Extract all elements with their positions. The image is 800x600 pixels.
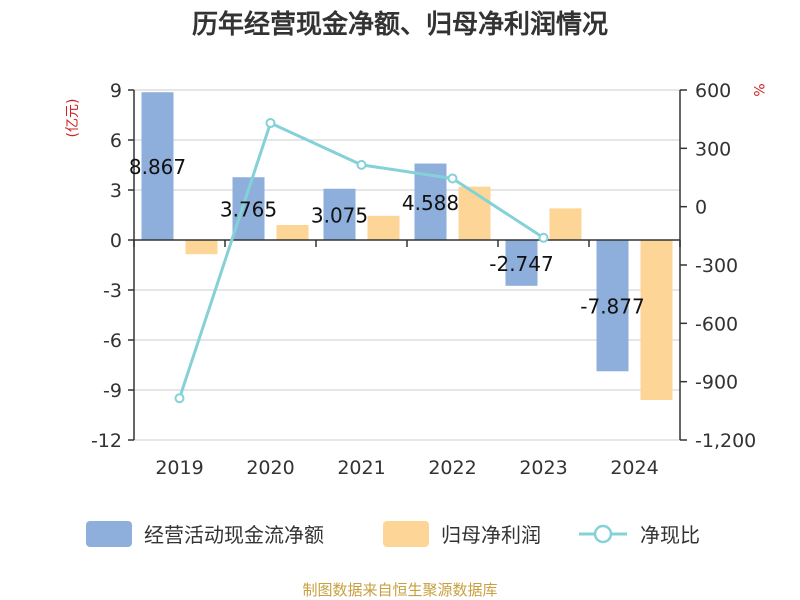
bar-profit: [549, 208, 582, 240]
ratio-point: [447, 173, 458, 184]
legend-swatch-profit: [383, 521, 429, 547]
data-label-cashflow: 8.867: [129, 155, 186, 179]
chart-title: 历年经营现金净额、归母净利润情况: [192, 9, 608, 40]
data-label-cashflow: -2.747: [489, 252, 553, 276]
left-tick-label: -12: [91, 430, 122, 452]
x-tick-label: 2024: [610, 457, 658, 479]
bar-profit: [276, 225, 309, 240]
bar-cashflow: [505, 240, 538, 286]
right-tick-label: -1,200: [695, 430, 756, 452]
bar-profit: [640, 240, 673, 400]
data-source: 制图数据来自恒生聚源数据库: [302, 581, 497, 599]
x-axis-ticks: 2019 2020 2021 2022 2023 2024: [155, 457, 658, 479]
right-axis-ticks: 600 300 0 -300 -600 -900 -1,200: [680, 80, 756, 452]
bar-profit: [458, 186, 491, 240]
left-tick-label: 0: [110, 230, 122, 252]
right-axis-unit: %: [750, 83, 766, 96]
ratio-point: [265, 118, 276, 129]
right-tick-label: -600: [695, 313, 738, 335]
ratio-point: [538, 232, 549, 243]
left-axis-ticks: 9 6 3 0 -3 -6 -9 -12: [91, 80, 134, 452]
left-tick-label: 9: [110, 80, 122, 102]
x-tick-label: 2021: [337, 457, 385, 479]
data-labels: 8.867 3.765 3.075 4.588 -2.747 -7.877: [129, 155, 645, 319]
legend: 经营活动现金流净额 归母净利润 净现比: [86, 521, 700, 547]
bars: [141, 92, 673, 400]
legend-swatch-cashflow: [86, 521, 132, 547]
legend-label-ratio: 净现比: [640, 523, 700, 547]
ratio-line: [174, 118, 549, 404]
bar-cashflow: [323, 188, 356, 240]
data-label-cashflow: 3.765: [220, 198, 277, 222]
ratio-point: [356, 159, 367, 170]
bar-cashflow: [141, 92, 174, 240]
legend-label-profit: 归母净利润: [441, 523, 541, 547]
right-tick-label: 300: [695, 138, 731, 160]
legend-marker-ratio: [593, 524, 613, 544]
x-tick-label: 2020: [246, 457, 294, 479]
x-tick-label: 2023: [519, 457, 567, 479]
data-label-cashflow: 4.588: [402, 191, 459, 215]
right-tick-label: 0: [695, 197, 707, 219]
left-tick-label: -3: [103, 280, 122, 302]
data-label-cashflow: 3.075: [311, 203, 368, 227]
x-tick-label: 2022: [428, 457, 476, 479]
data-label-cashflow: -7.877: [580, 295, 644, 319]
right-tick-label: -300: [695, 255, 738, 277]
bar-profit: [367, 215, 400, 240]
bar-profit: [185, 240, 218, 255]
x-tick-label: 2019: [155, 457, 203, 479]
left-tick-label: -6: [103, 330, 122, 352]
left-axis-unit: (亿元): [65, 99, 81, 138]
left-tick-label: 6: [110, 130, 122, 152]
ratio-point: [174, 393, 185, 404]
left-tick-label: -9: [103, 380, 122, 402]
right-tick-label: 600: [695, 80, 731, 102]
left-tick-label: 3: [110, 180, 122, 202]
bar-cashflow: [596, 240, 629, 372]
right-tick-label: -900: [695, 372, 738, 394]
legend-label-cashflow: 经营活动现金流净额: [144, 523, 324, 547]
